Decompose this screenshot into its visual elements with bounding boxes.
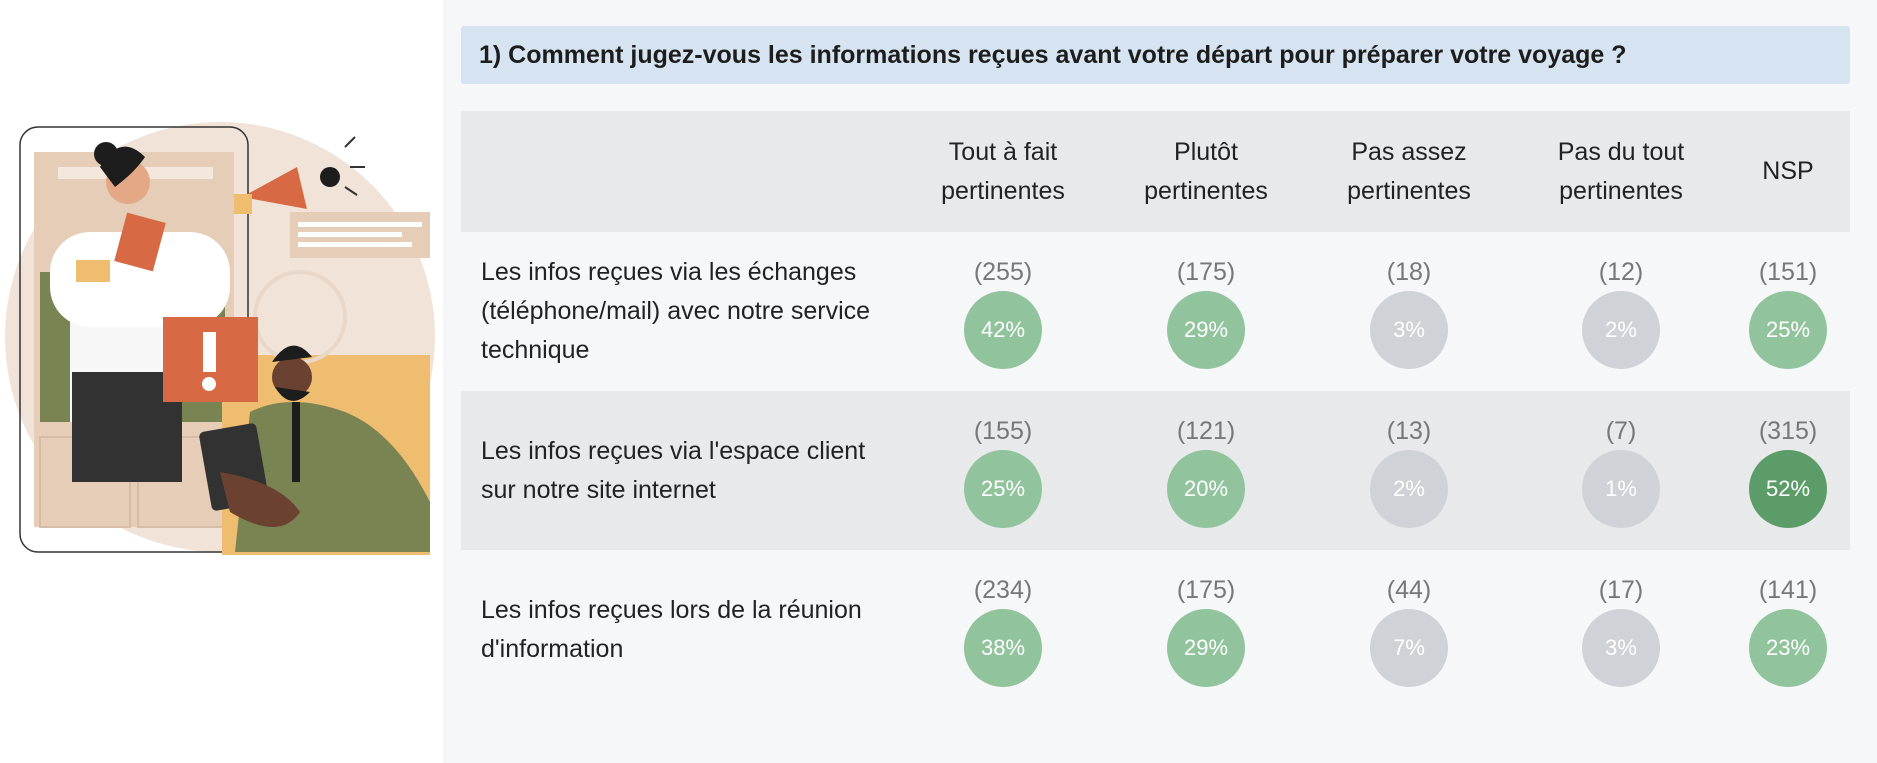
result-cell: (17) 3% xyxy=(1561,575,1681,687)
row-label: Les infos reçues via les échanges (télép… xyxy=(481,258,871,364)
results-table: Tout à fait pertinentes Plutôt pertinentes… xyxy=(461,111,1850,709)
result-cell: (155) 25% xyxy=(943,416,1063,528)
percentage-badge: 29% xyxy=(1167,609,1245,687)
result-cell: (255) 42% xyxy=(943,257,1063,369)
percentage-badge: 2% xyxy=(1582,291,1660,369)
response-count: (155) xyxy=(973,417,1033,445)
result-cell: (121) 20% xyxy=(1146,416,1266,528)
response-count: (255) xyxy=(973,258,1033,286)
percentage-badge: 25% xyxy=(964,450,1042,528)
result-cell: (7) 1% xyxy=(1561,416,1681,528)
result-cell: (13) 2% xyxy=(1349,416,1469,528)
response-count: (175) xyxy=(1176,576,1236,604)
response-count: (44) xyxy=(1386,576,1432,604)
percentage-badge: 29% xyxy=(1167,291,1245,369)
row-label: Les infos reçues lors de la réunion d'in… xyxy=(481,595,862,663)
result-cell: (151) 25% xyxy=(1728,257,1848,369)
percentage-badge: 3% xyxy=(1370,291,1448,369)
result-cell: (315) 52% xyxy=(1728,416,1848,528)
percentage-badge: 23% xyxy=(1749,609,1827,687)
response-count: (13) xyxy=(1386,417,1432,445)
result-cell: (44) 7% xyxy=(1349,575,1469,687)
percentage-badge: 7% xyxy=(1370,609,1448,687)
response-count: (175) xyxy=(1176,258,1236,286)
percentage-badge: 2% xyxy=(1370,450,1448,528)
column-header-pas-du-tout: Pas du tout pertinentes xyxy=(1557,137,1685,205)
response-count: (7) xyxy=(1605,417,1637,445)
response-count: (141) xyxy=(1758,576,1818,604)
percentage-badge: 20% xyxy=(1167,450,1245,528)
result-cell: (175) 29% xyxy=(1146,257,1266,369)
response-count: (17) xyxy=(1598,576,1644,604)
result-cell: (234) 38% xyxy=(943,575,1063,687)
percentage-badge: 42% xyxy=(964,291,1042,369)
percentage-badge: 38% xyxy=(964,609,1042,687)
question-title: 1) Comment jugez-vous les informations r… xyxy=(461,26,1850,84)
response-count: (315) xyxy=(1758,417,1818,445)
column-header-plutot: Plutôt pertinentes xyxy=(1144,137,1268,205)
survey-question-panel: 1) Comment jugez-vous les informations r… xyxy=(443,0,1877,763)
table-row: Les infos reçues lors de la réunion d'in… xyxy=(461,550,1850,709)
row-label: Les infos reçues via l'espace client sur… xyxy=(481,436,866,504)
response-count: (151) xyxy=(1758,258,1818,286)
table-header-row: Tout à fait pertinentes Plutôt pertinentes… xyxy=(461,111,1850,232)
percentage-badge: 3% xyxy=(1582,609,1660,687)
response-count: (12) xyxy=(1598,258,1644,286)
response-count: (121) xyxy=(1176,417,1236,445)
table-row: Les infos reçues via les échanges (télép… xyxy=(461,232,1850,391)
percentage-badge: 1% xyxy=(1582,450,1660,528)
column-header-nsp: NSP xyxy=(1762,157,1814,185)
percentage-badge: 52% xyxy=(1749,450,1827,528)
illustration-panel xyxy=(0,0,443,763)
result-cell: (141) 23% xyxy=(1728,575,1848,687)
result-cell: (18) 3% xyxy=(1349,257,1469,369)
response-count: (18) xyxy=(1386,258,1432,286)
percentage-badge: 25% xyxy=(1749,291,1827,369)
response-count: (234) xyxy=(973,576,1033,604)
column-header-tout-a-fait: Tout à fait pertinentes xyxy=(941,137,1065,205)
result-cell: (12) 2% xyxy=(1561,257,1681,369)
column-header-pas-assez: Pas assez pertinentes xyxy=(1347,137,1471,205)
megaphone-alert-illustration xyxy=(5,122,435,555)
table-row: Les infos reçues via l'espace client sur… xyxy=(461,391,1850,550)
result-cell: (175) 29% xyxy=(1146,575,1266,687)
